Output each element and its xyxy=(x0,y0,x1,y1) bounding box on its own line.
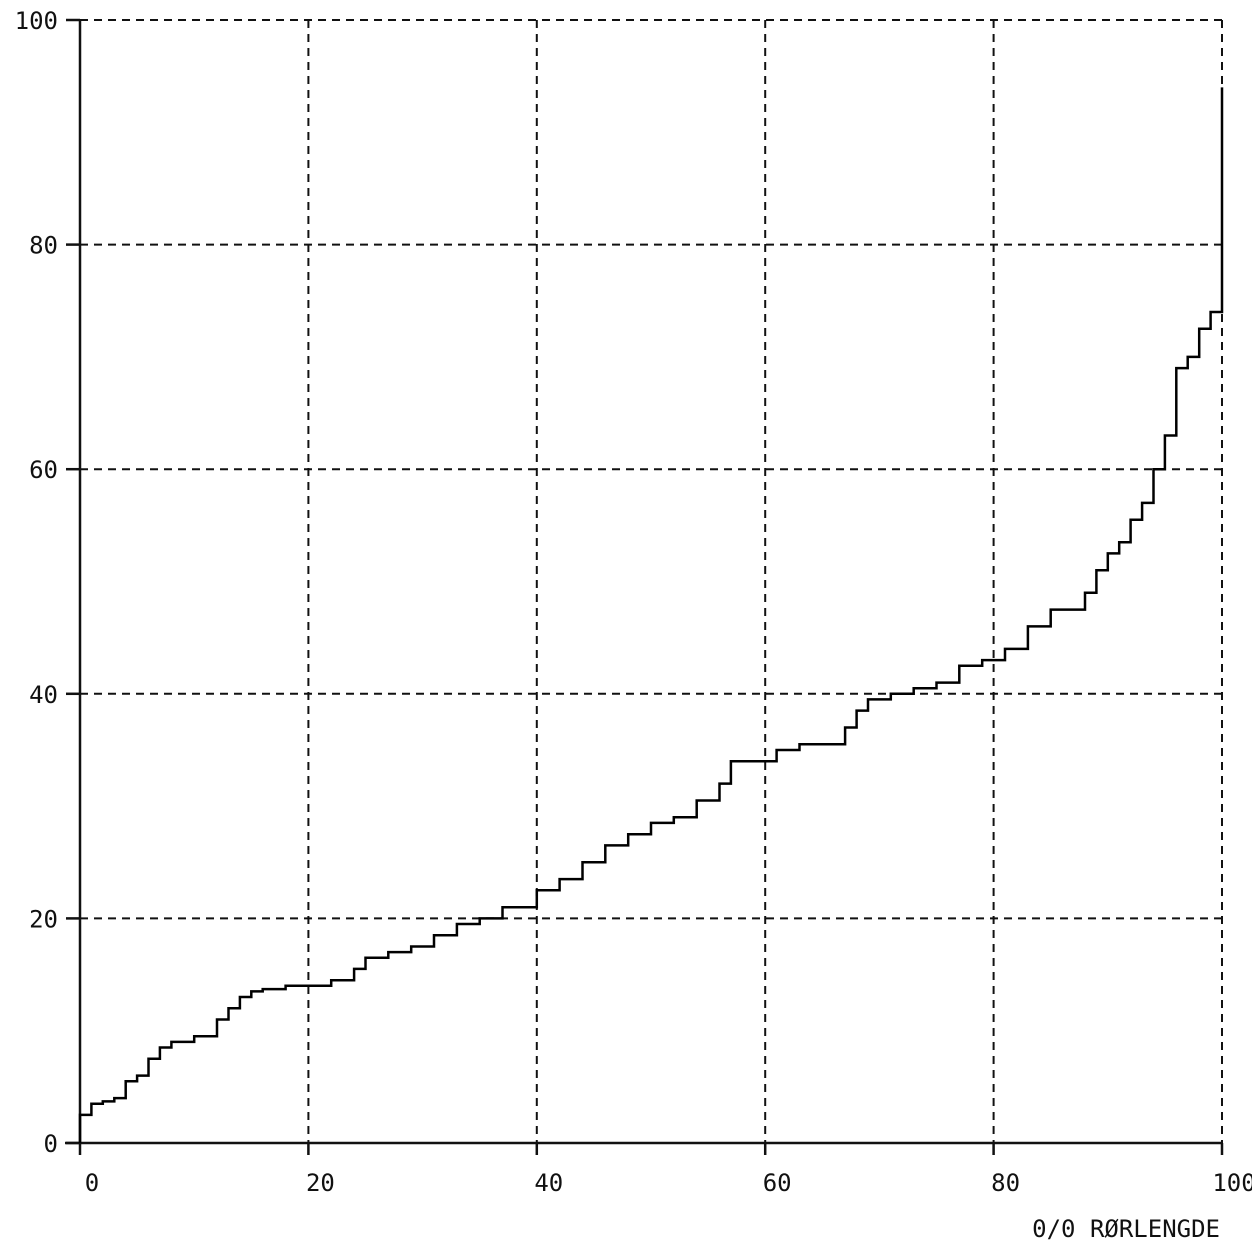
series xyxy=(78,87,1224,1143)
y-tick-label-20: 20 xyxy=(29,905,58,933)
y-tick-label-100: 100 xyxy=(15,7,58,35)
x-tick-label-20: 20 xyxy=(306,1169,335,1197)
x-tick-label-80: 80 xyxy=(991,1169,1020,1197)
x-tick-label-100: 100 xyxy=(1212,1169,1252,1197)
x-tick-label-0: 0 xyxy=(85,1169,99,1197)
y-tick-label-80: 80 xyxy=(29,232,58,260)
x-tick-label-60: 60 xyxy=(763,1169,792,1197)
y-tick-label-60: 60 xyxy=(29,456,58,484)
axes xyxy=(65,20,1222,1145)
y-tick-label-0: 0 xyxy=(44,1130,58,1158)
tick-labels: 0 20 40 60 80 100 0 20 40 60 80 100 xyxy=(15,7,1252,1197)
x-axis-label: 0/0 RØRLENGDE xyxy=(1032,1215,1220,1243)
grid-lines xyxy=(80,19,1223,1143)
y-tick-label-40: 40 xyxy=(29,681,58,709)
x-tick-label-40: 40 xyxy=(534,1169,563,1197)
step-series-line-0 xyxy=(78,87,1224,1143)
